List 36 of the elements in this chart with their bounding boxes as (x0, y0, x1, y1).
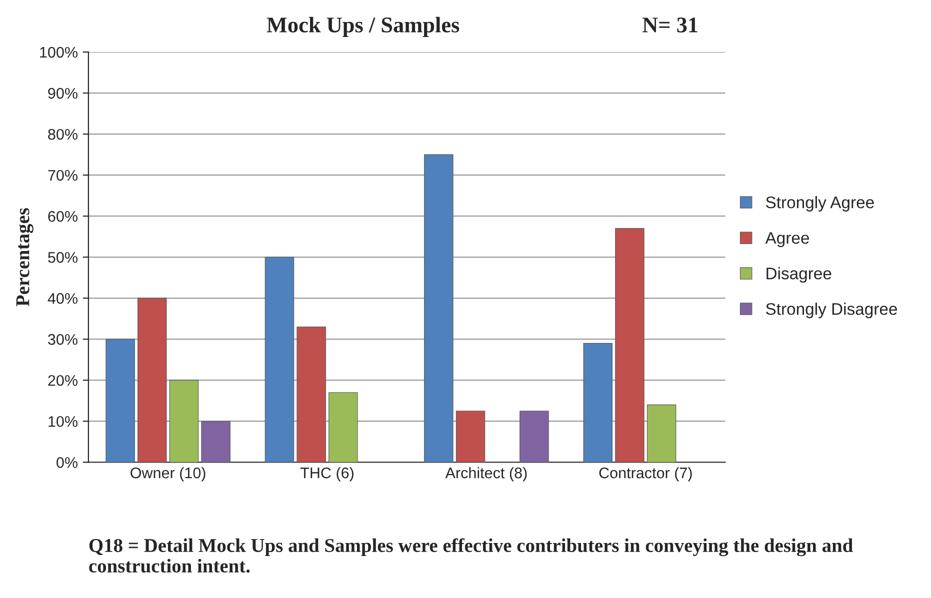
y-axis-title: Percentages (16, 208, 34, 306)
y-tick-label: 80% (48, 128, 78, 140)
bar (456, 410, 486, 462)
bar (424, 154, 454, 462)
bar (296, 326, 326, 462)
legend-label: Strongly Disagree (766, 302, 897, 318)
bar (264, 256, 294, 462)
y-tick-label: 50% (48, 252, 78, 263)
x-tick-label: Architect (8) (445, 467, 527, 482)
text: Q18 = Detail Mock Ups and Samples were effective contributers in conveying the design and construction intent. (89, 538, 853, 573)
legend-label: Disagree (766, 267, 832, 283)
y-tick-label: 10% (48, 416, 78, 427)
legend-label: Strongly Agree (766, 196, 874, 212)
x-tick-label: Owner (10) (130, 467, 206, 482)
bar (169, 380, 199, 462)
y-tick-label: 60% (48, 210, 78, 222)
y-tick-label: 90% (48, 88, 78, 99)
bar (201, 420, 230, 462)
y-tick-label: 20% (48, 375, 78, 386)
bar (615, 228, 644, 462)
x-tick-label: Contractor (7) (599, 467, 692, 482)
bar (106, 338, 135, 462)
bar (646, 404, 676, 462)
legend-label: Agree (765, 232, 809, 248)
bar (583, 343, 612, 462)
chart-title: Mock Ups / Samples (266, 16, 460, 37)
x-tick-label: THC (6) (300, 467, 354, 482)
chart-subtitle: N= 31 (642, 18, 698, 32)
y-tick-label: 0% (56, 457, 78, 468)
y-tick-label: 40% (48, 293, 78, 304)
y-tick-label: 30% (48, 334, 78, 345)
bar (328, 392, 358, 462)
y-tick-label: 100% (40, 46, 78, 58)
y-tick-label: 70% (48, 170, 78, 181)
bar (520, 410, 549, 462)
bar (138, 298, 167, 462)
